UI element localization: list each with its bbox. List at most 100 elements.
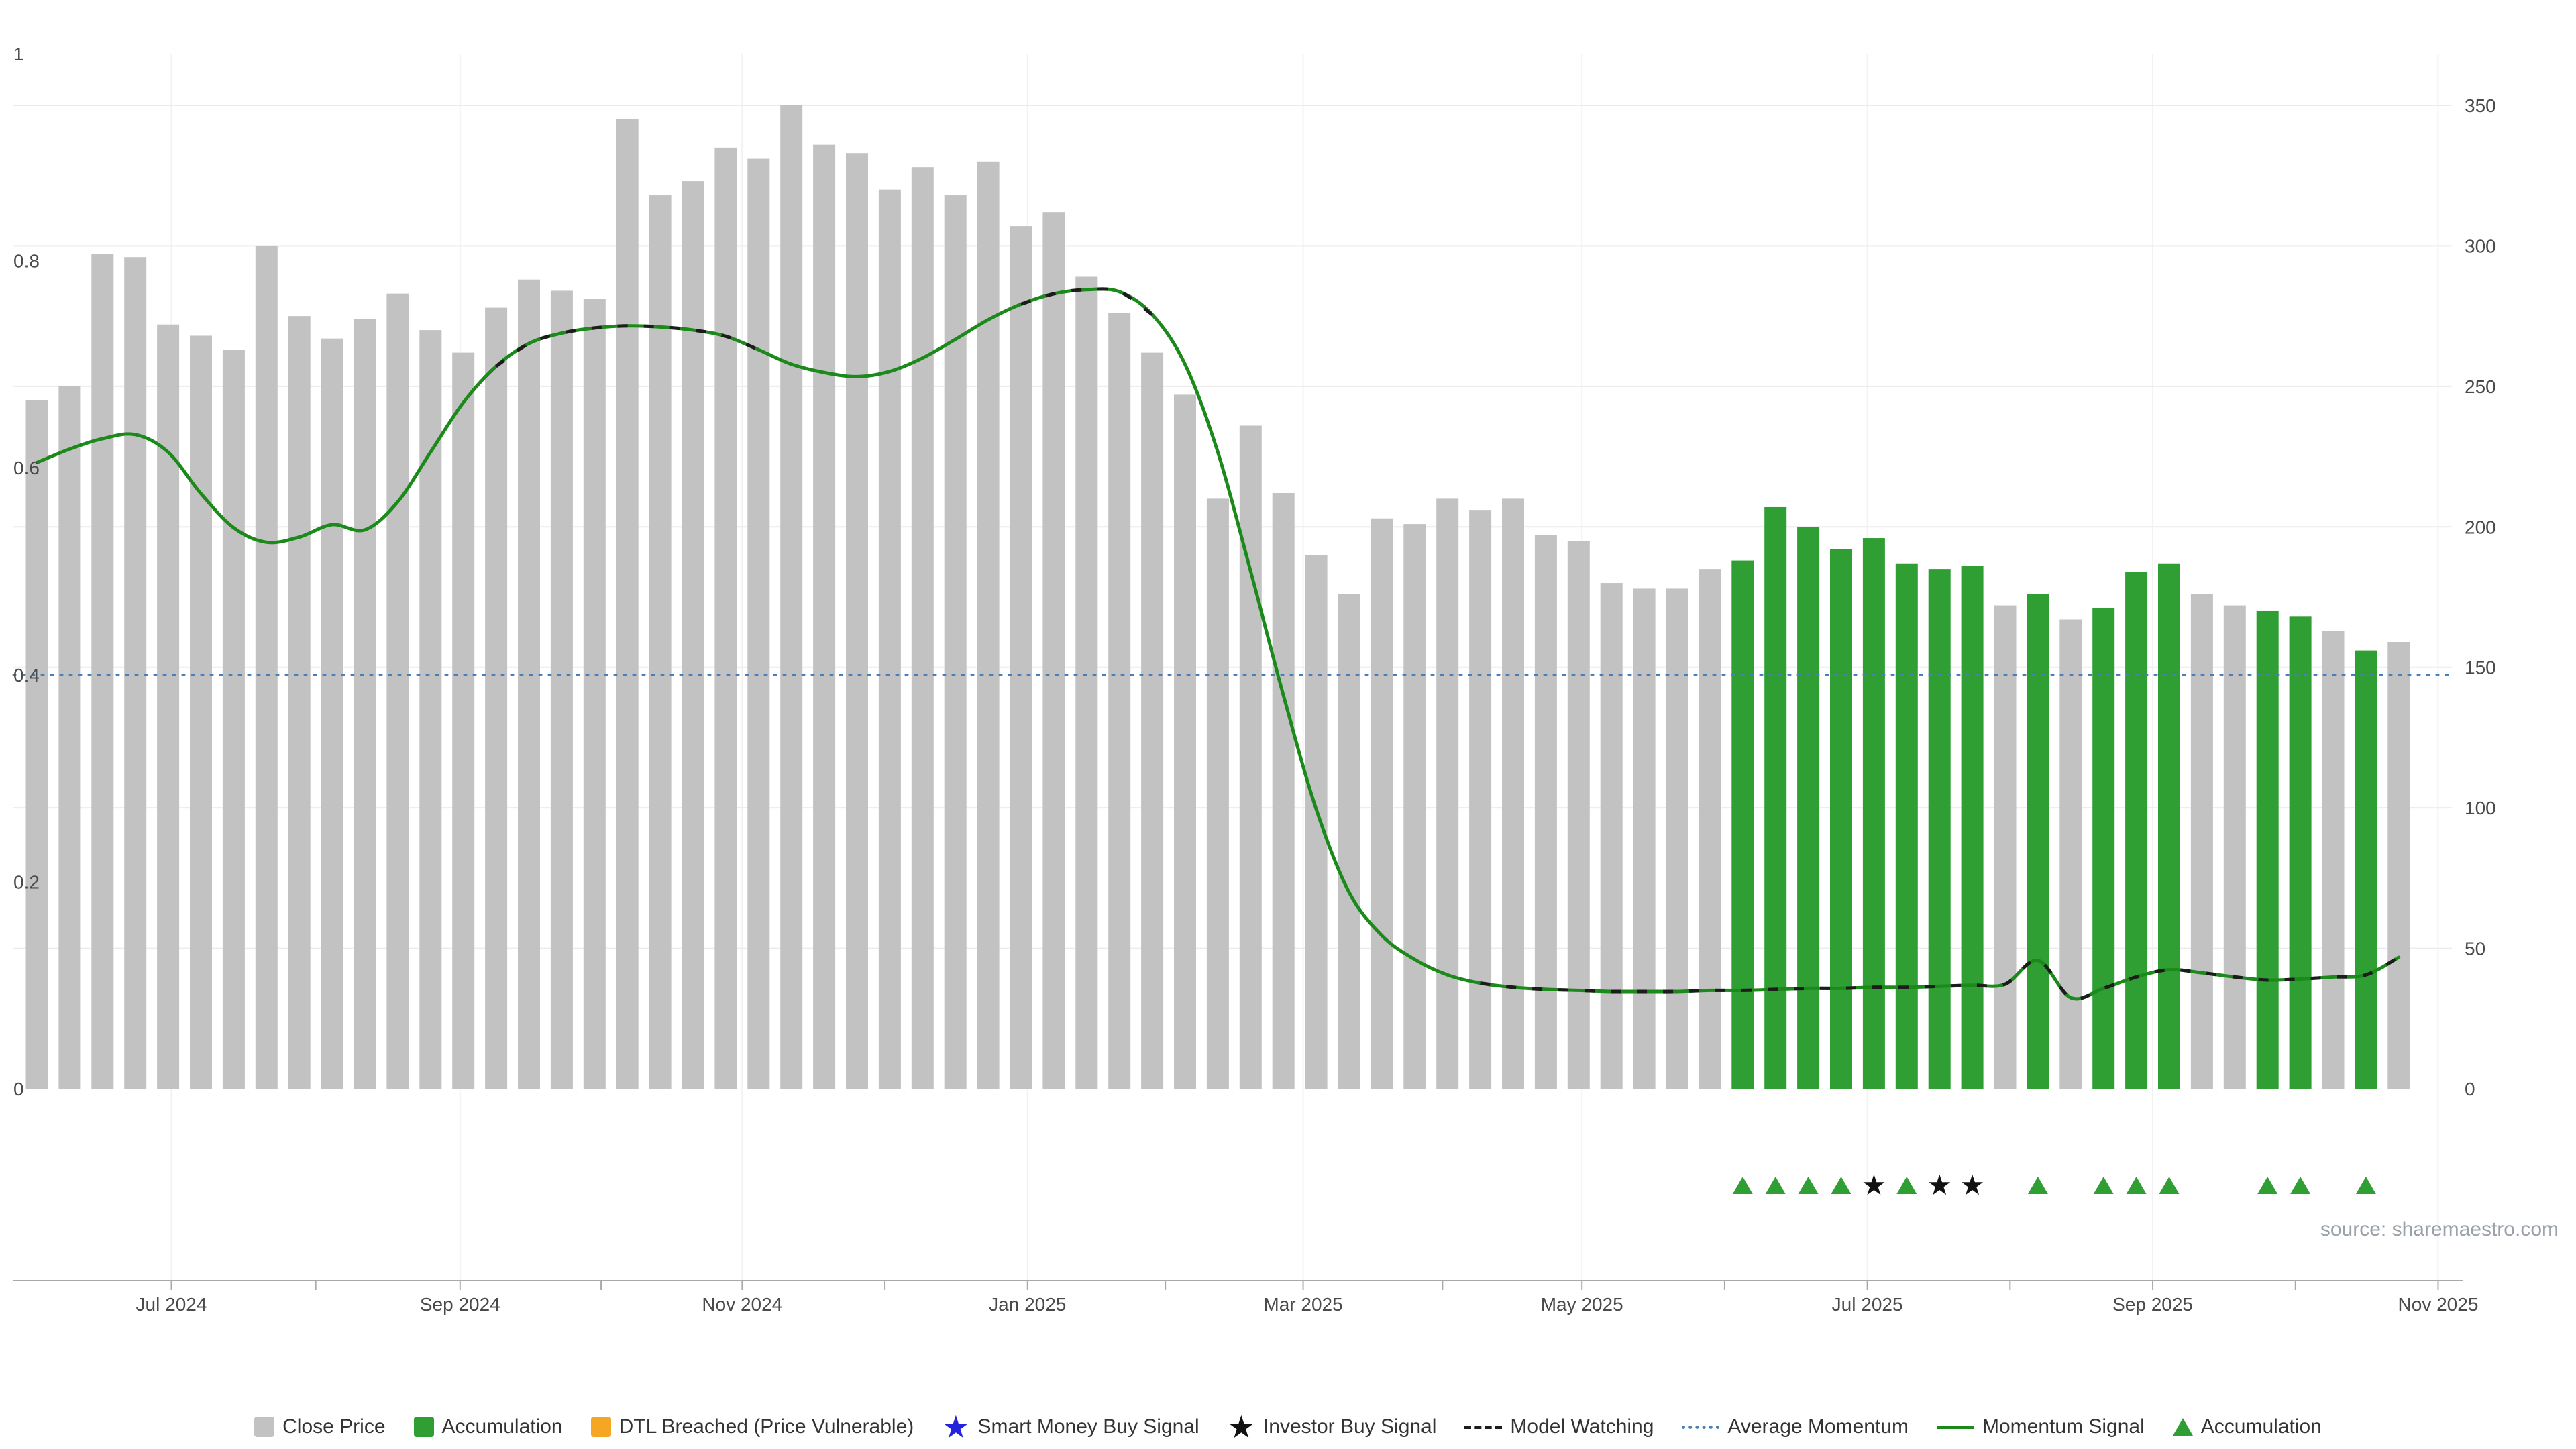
momentum-axis-label: 0.4 <box>13 665 40 686</box>
accumulation-bar <box>1928 569 1951 1089</box>
x-axis-label: Nov 2024 <box>702 1294 782 1315</box>
close-price-bar <box>1239 425 1262 1089</box>
accumulation-triangle-marker <box>2159 1177 2180 1194</box>
accumulation-bar <box>2125 572 2148 1089</box>
close-price-bar <box>2059 619 2082 1089</box>
close-price-bar <box>255 246 278 1089</box>
close-price-bar <box>1338 594 1360 1089</box>
close-price-bar <box>1633 588 1656 1089</box>
close-price-bar <box>1436 498 1459 1089</box>
x-axis-label: Sep 2024 <box>420 1294 500 1315</box>
x-axis-label: Jul 2025 <box>1832 1294 1903 1315</box>
close-price-bar <box>616 119 639 1089</box>
close-price-bar <box>911 167 934 1089</box>
close-price-bar <box>1272 493 1295 1089</box>
close-price-bar <box>714 147 737 1089</box>
legend-item-smart-money-buy-signal[interactable]: ★ Smart Money Buy Signal <box>942 1411 1199 1442</box>
accumulation-bar <box>2092 608 2115 1089</box>
accumulation-bar <box>1895 563 1918 1089</box>
price-axis-label: 150 <box>2465 657 2496 678</box>
legend-item-close-price[interactable]: Close Price <box>254 1415 386 1438</box>
close-price-bar <box>124 257 147 1089</box>
close-price-bar <box>1141 352 1164 1089</box>
momentum-axis-label: 0.6 <box>13 458 40 478</box>
momentum-axis-label: 0.2 <box>13 871 40 892</box>
momentum-axis-label: 0.8 <box>13 251 40 272</box>
accumulation-triangle-marker <box>1732 1177 1753 1194</box>
legend-item-model-watching[interactable]: Model Watching <box>1464 1415 1654 1438</box>
legend-item-accumulation[interactable]: Accumulation <box>2172 1415 2322 1438</box>
close-price-bar <box>1305 555 1328 1089</box>
legend-item-average-momentum[interactable]: Average Momentum <box>1682 1415 1909 1438</box>
close-price-bar <box>190 335 212 1089</box>
close-price-bar <box>157 324 180 1089</box>
accumulation-triangle-marker <box>1798 1177 1819 1194</box>
x-axis-label: Jan 2025 <box>989 1294 1066 1315</box>
x-axis-label: May 2025 <box>1541 1294 1623 1315</box>
x-axis-label: Sep 2025 <box>2112 1294 2193 1315</box>
close-price-bar <box>518 279 540 1089</box>
price-axis-label: 250 <box>2465 376 2496 397</box>
accumulation-triangle-marker <box>1831 1177 1851 1194</box>
close-price-bar <box>1502 498 1524 1089</box>
close-price-bar <box>550 290 573 1089</box>
legend-label: DTL Breached (Price Vulnerable) <box>619 1415 914 1438</box>
close-price-bar <box>1469 510 1492 1089</box>
accumulation-bar <box>1862 538 1885 1089</box>
close-price-bar <box>222 350 245 1089</box>
legend-label: Momentum Signal <box>1982 1415 2145 1438</box>
close-price-bar <box>1567 541 1590 1089</box>
source-credit: source: sharemaestro.com <box>2320 1218 2559 1240</box>
momentum-axis-label: 1 <box>13 44 24 64</box>
legend-item-momentum-signal[interactable]: Momentum Signal <box>1936 1415 2145 1438</box>
close-price-bar <box>813 144 836 1089</box>
close-price-bar <box>1108 313 1131 1089</box>
accumulation-triangle-marker <box>2126 1177 2147 1194</box>
close-price-bar <box>583 299 606 1089</box>
close-price-bar <box>321 338 343 1089</box>
legend-item-dtl-breached-price-vulnerable[interactable]: DTL Breached (Price Vulnerable) <box>590 1415 914 1438</box>
close-price-bar <box>649 195 672 1089</box>
accumulation-bar <box>1764 506 1787 1089</box>
accumulation-bar <box>1731 560 1754 1089</box>
close-price-bar <box>846 153 868 1089</box>
x-axis-label: Jul 2024 <box>136 1294 207 1315</box>
close-price-bar <box>1010 226 1032 1089</box>
close-price-bar <box>25 400 48 1089</box>
momentum-signal-line <box>35 287 2401 1001</box>
accumulation-bar <box>2355 650 2377 1089</box>
price-axis-label: 50 <box>2465 938 2485 959</box>
legend: Close Price Accumulation DTL Breached (Pri… <box>0 1411 2576 1442</box>
close-price-bar <box>1600 583 1623 1089</box>
legend-label: Investor Buy Signal <box>1263 1415 1437 1438</box>
close-price-bar <box>1699 569 1721 1089</box>
close-price-bar <box>2387 642 2410 1089</box>
investor-buy-star-marker: ★ <box>1927 1169 1952 1201</box>
close-price-bar <box>1206 498 1229 1089</box>
close-price-bar <box>58 386 81 1089</box>
model-watching-line <box>1480 955 2400 1001</box>
close-price-bar <box>419 330 442 1089</box>
price-axis-label: 0 <box>2465 1079 2475 1099</box>
close-price-bar <box>91 254 114 1089</box>
price-axis-label: 350 <box>2465 95 2496 116</box>
investor-buy-star-marker: ★ <box>1862 1169 1887 1201</box>
accumulation-bar <box>2256 610 2279 1089</box>
legend-item-accumulation[interactable]: Accumulation <box>413 1415 563 1438</box>
legend-item-investor-buy-signal[interactable]: ★ Investor Buy Signal <box>1228 1411 1437 1442</box>
price-axis-label: 100 <box>2465 798 2496 818</box>
close-price-bar <box>878 189 901 1089</box>
price-axis-label: 200 <box>2465 517 2496 537</box>
x-axis-label: Mar 2025 <box>1263 1294 1342 1315</box>
close-price-bar <box>1371 518 1393 1089</box>
price-axis-label: 300 <box>2465 235 2496 256</box>
accumulation-triangle-marker <box>2093 1177 2114 1194</box>
x-axis-label: Nov 2025 <box>2398 1294 2479 1315</box>
close-price-bar <box>1403 524 1426 1089</box>
accumulation-triangle-marker <box>2027 1177 2048 1194</box>
legend-label: Smart Money Buy Signal <box>977 1415 1199 1438</box>
close-price-bar <box>1666 588 1688 1089</box>
dtl-breached-price-vulnerable-swatch-icon <box>590 1417 611 1437</box>
